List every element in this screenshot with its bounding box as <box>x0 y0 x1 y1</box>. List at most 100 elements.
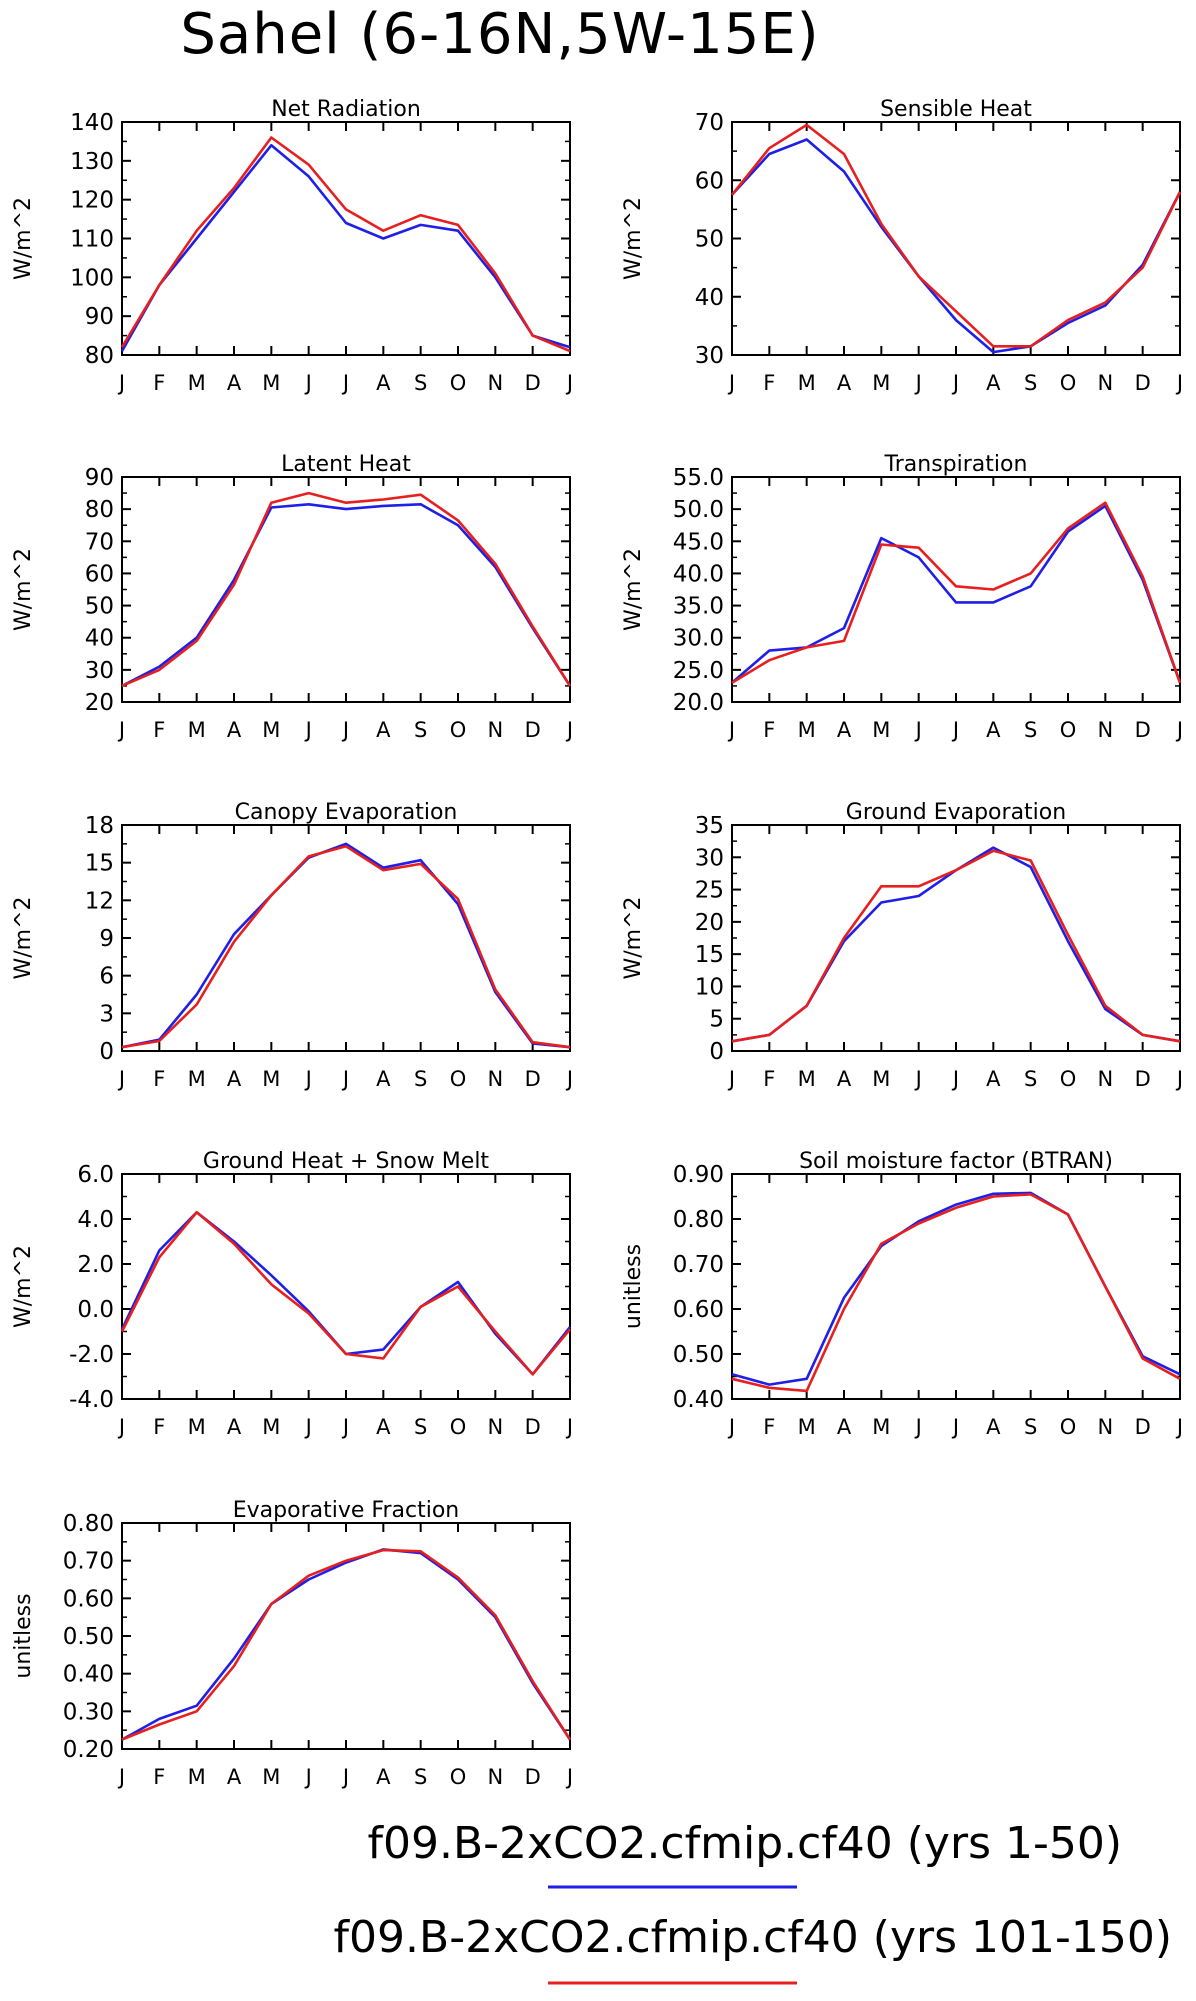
y-tick-label: 35.0 <box>673 594 724 620</box>
x-tick-label: M <box>188 371 206 395</box>
x-tick-label: A <box>376 371 391 395</box>
y-tick-label: 45.0 <box>673 529 724 555</box>
y-tick-label: 4.0 <box>77 1207 114 1233</box>
x-tick-label: M <box>872 1415 890 1439</box>
y-tick-label: 120 <box>70 188 114 214</box>
x-tick-label: A <box>227 1067 242 1091</box>
y-tick-label: 3 <box>99 1001 114 1027</box>
x-tick-label: N <box>1097 718 1113 742</box>
x-tick-label: M <box>872 371 890 395</box>
y-tick-label: 12 <box>85 888 114 914</box>
legend-entry-label: f09.B-2xCO2.cfmip.cf40 (yrs 101-150) <box>334 1912 1172 1963</box>
x-tick-label: F <box>763 1067 775 1091</box>
y-tick-label: 90 <box>85 465 114 491</box>
x-tick-label: J <box>1175 1067 1183 1091</box>
panel-title: Evaporative Fraction <box>233 1498 459 1523</box>
x-tick-label: D <box>525 718 541 742</box>
x-tick-label: F <box>153 371 165 395</box>
x-tick-label: D <box>525 371 541 395</box>
x-tick-label: A <box>376 1067 391 1091</box>
y-axis-label: unitless <box>11 1593 36 1678</box>
x-tick-label: J <box>727 371 735 395</box>
panel-title: Soil moisture factor (BTRAN) <box>799 1149 1113 1174</box>
panel-title: Net Radiation <box>271 97 421 122</box>
x-tick-label: D <box>1135 1415 1151 1439</box>
x-tick-label: J <box>341 1067 349 1091</box>
x-tick-label: J <box>727 1067 735 1091</box>
x-tick-label: D <box>525 1415 541 1439</box>
y-axis-label: W/m^2 <box>621 197 646 280</box>
x-tick-label: S <box>1024 371 1037 395</box>
x-tick-label: A <box>837 371 852 395</box>
y-tick-label: 40 <box>85 626 114 652</box>
x-tick-label: N <box>487 371 503 395</box>
x-tick-label: A <box>986 1415 1001 1439</box>
x-tick-label: D <box>525 1067 541 1091</box>
x-tick-label: J <box>304 371 312 395</box>
y-tick-label: 15 <box>85 851 114 877</box>
y-tick-label: 5 <box>709 1007 724 1033</box>
x-tick-label: F <box>763 718 775 742</box>
x-tick-label: J <box>565 1067 573 1091</box>
panel-title: Sensible Heat <box>880 97 1032 122</box>
y-tick-label: 60 <box>695 168 724 194</box>
y-tick-label: 0.50 <box>673 1342 724 1368</box>
x-tick-label: N <box>487 718 503 742</box>
y-tick-label: 50 <box>695 227 724 253</box>
y-tick-label: 80 <box>85 343 114 369</box>
y-tick-label: 0.60 <box>673 1297 724 1323</box>
x-tick-label: A <box>986 1067 1001 1091</box>
x-tick-label: S <box>1024 1067 1037 1091</box>
x-tick-label: M <box>262 1765 280 1789</box>
y-tick-label: 70 <box>85 529 114 555</box>
x-tick-label: F <box>153 1765 165 1789</box>
panel-9: Evaporative Fraction unitless 0.20 0.30 0.40… <box>11 1498 573 1789</box>
x-tick-label: J <box>1175 1415 1183 1439</box>
y-tick-label: 30 <box>85 658 114 684</box>
x-tick-label: J <box>914 371 922 395</box>
y-tick-label: 40 <box>695 285 724 311</box>
y-axis-label: W/m^2 <box>11 548 36 631</box>
x-tick-label: S <box>414 718 427 742</box>
y-tick-label: 0.50 <box>63 1624 114 1650</box>
x-tick-label: A <box>227 371 242 395</box>
y-tick-label: 25 <box>695 878 724 904</box>
x-tick-label: S <box>414 1765 427 1789</box>
x-tick-label: A <box>227 718 242 742</box>
y-tick-label: 6 <box>99 964 114 990</box>
y-tick-label: 30 <box>695 845 724 871</box>
y-tick-label: 15 <box>695 942 724 968</box>
y-tick-label: 20 <box>695 910 724 936</box>
x-tick-label: J <box>341 1765 349 1789</box>
y-tick-label: 30.0 <box>673 626 724 652</box>
x-tick-label: O <box>450 1067 467 1091</box>
x-tick-label: S <box>1024 718 1037 742</box>
y-axis-label: W/m^2 <box>11 1245 36 1328</box>
x-tick-label: J <box>1175 718 1183 742</box>
y-tick-label: 130 <box>70 149 114 175</box>
y-tick-label: 50.0 <box>673 497 724 523</box>
y-tick-label: 0.80 <box>63 1511 114 1537</box>
x-tick-label: A <box>986 371 1001 395</box>
y-axis-label: W/m^2 <box>11 896 36 979</box>
y-tick-label: 20 <box>85 690 114 716</box>
x-tick-label: J <box>117 718 125 742</box>
y-axis-label: W/m^2 <box>621 896 646 979</box>
x-tick-label: J <box>951 371 959 395</box>
panel-7: Ground Heat + Snow Melt W/m^2 -4.0 -2.0 0.0 2… <box>11 1149 573 1439</box>
x-tick-label: M <box>872 718 890 742</box>
x-tick-label: M <box>872 1067 890 1091</box>
x-tick-label: F <box>153 1067 165 1091</box>
y-tick-label: 18 <box>85 813 114 839</box>
x-tick-label: M <box>188 1067 206 1091</box>
x-tick-label: J <box>951 1415 959 1439</box>
x-tick-label: J <box>304 1765 312 1789</box>
x-tick-label: A <box>376 1765 391 1789</box>
x-tick-label: J <box>117 1067 125 1091</box>
x-tick-label: O <box>450 1765 467 1789</box>
y-tick-label: 0 <box>709 1039 724 1065</box>
x-tick-label: N <box>487 1415 503 1439</box>
y-tick-label: 9 <box>99 926 114 952</box>
